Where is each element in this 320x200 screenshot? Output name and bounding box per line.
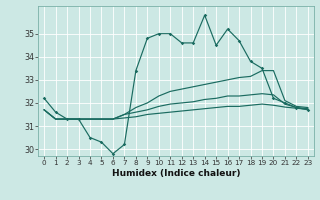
X-axis label: Humidex (Indice chaleur): Humidex (Indice chaleur) [112,169,240,178]
